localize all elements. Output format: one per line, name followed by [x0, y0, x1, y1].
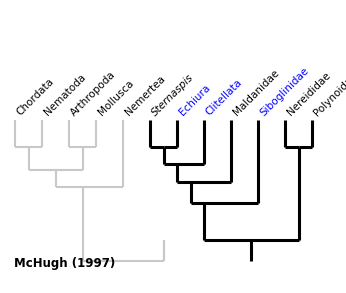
- Text: Polynoidae: Polynoidae: [312, 71, 346, 118]
- Text: Nereididae: Nereididae: [285, 71, 332, 118]
- Text: Siboglinidae: Siboglinidae: [258, 65, 311, 118]
- Text: Sternaspis: Sternaspis: [150, 72, 196, 118]
- Text: Nematoda: Nematoda: [42, 72, 88, 118]
- Text: Maldanidae: Maldanidae: [231, 68, 281, 118]
- Text: Arthropoda: Arthropoda: [69, 69, 118, 118]
- Text: Echiura: Echiura: [177, 83, 212, 118]
- Text: Nemertea: Nemertea: [123, 74, 167, 118]
- Text: Chordata: Chordata: [15, 77, 56, 118]
- Text: Clitellata: Clitellata: [204, 78, 244, 118]
- Text: McHugh (1997): McHugh (1997): [13, 257, 115, 270]
- Text: Mollusca: Mollusca: [96, 79, 135, 118]
